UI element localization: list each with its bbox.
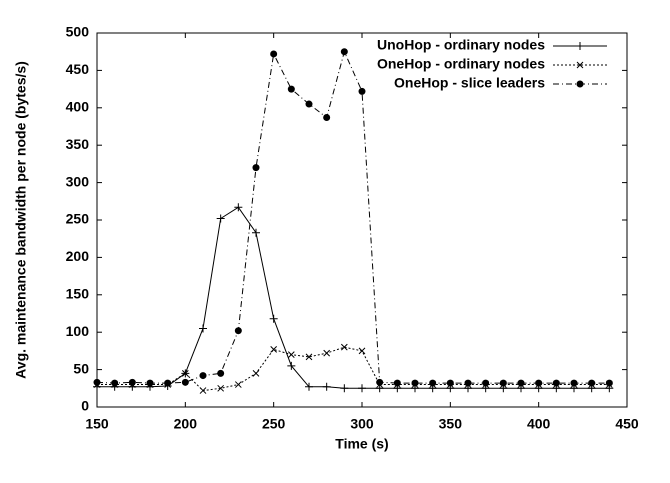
marker	[446, 379, 454, 387]
x-tick-label: 250	[262, 416, 286, 432]
marker	[576, 61, 584, 69]
marker	[576, 42, 584, 50]
legend-label: UnoHop - ordinary nodes	[377, 37, 545, 53]
marker	[93, 378, 101, 386]
marker	[199, 387, 207, 394]
marker	[164, 379, 172, 387]
y-tick-label: 200	[66, 248, 90, 264]
marker	[305, 100, 313, 108]
x-tick-label: 450	[615, 416, 639, 432]
marker	[287, 85, 295, 93]
marker	[287, 351, 295, 358]
marker	[305, 382, 313, 391]
x-axis-label: Time (s)	[335, 436, 388, 452]
series-line	[97, 346, 610, 392]
marker	[358, 384, 366, 393]
marker	[376, 378, 384, 386]
series-line	[97, 206, 610, 389]
marker	[252, 369, 260, 377]
x-tick-label: 350	[439, 416, 463, 432]
marker	[570, 379, 578, 387]
marker	[217, 384, 225, 392]
marker	[588, 379, 596, 387]
y-tick-label: 350	[66, 136, 90, 152]
marker	[322, 382, 331, 391]
marker	[234, 327, 242, 335]
marker	[199, 372, 207, 380]
marker	[605, 379, 613, 387]
y-tick-label: 250	[66, 211, 90, 227]
y-tick-label: 450	[66, 61, 90, 77]
y-tick-label: 300	[66, 173, 90, 189]
marker	[234, 203, 243, 212]
marker	[270, 50, 278, 58]
marker	[234, 381, 242, 388]
marker	[358, 87, 366, 95]
y-tick-label: 0	[81, 398, 89, 414]
x-tick-label: 300	[350, 416, 374, 432]
marker	[269, 314, 278, 323]
marker	[270, 346, 278, 353]
marker	[576, 80, 584, 88]
marker	[128, 378, 136, 386]
marker	[499, 379, 507, 387]
marker	[323, 114, 331, 122]
marker	[340, 48, 348, 56]
marker	[340, 384, 349, 393]
x-tick-label: 150	[85, 416, 109, 432]
marker	[482, 379, 490, 387]
x-tick-label: 200	[174, 416, 198, 432]
marker	[146, 379, 154, 387]
marker	[323, 349, 331, 357]
marker	[252, 164, 260, 172]
marker	[305, 353, 313, 361]
marker	[217, 369, 225, 377]
marker	[340, 343, 348, 351]
marker	[464, 379, 472, 387]
y-tick-label: 150	[66, 286, 90, 302]
y-tick-label: 400	[66, 99, 90, 115]
marker	[199, 324, 207, 333]
marker	[358, 347, 366, 355]
marker	[393, 379, 401, 387]
x-tick-label: 400	[527, 416, 551, 432]
y-axis-label: Avg. maintenance bandwidth per node (byt…	[13, 61, 29, 379]
y-tick-label: 500	[66, 24, 90, 40]
marker	[252, 228, 260, 237]
y-tick-label: 50	[73, 360, 89, 376]
marker	[181, 369, 189, 377]
marker	[287, 361, 296, 370]
marker	[517, 379, 525, 387]
y-tick-label: 100	[66, 323, 90, 339]
marker	[216, 214, 225, 223]
legend-label: OneHop - slice leaders	[394, 75, 545, 91]
marker	[429, 379, 437, 387]
legend-label: OneHop - ordinary nodes	[377, 56, 545, 72]
series-line	[96, 50, 610, 384]
marker	[111, 379, 119, 387]
marker	[552, 379, 560, 387]
marker	[411, 379, 419, 387]
marker	[181, 378, 189, 386]
marker	[535, 379, 543, 387]
